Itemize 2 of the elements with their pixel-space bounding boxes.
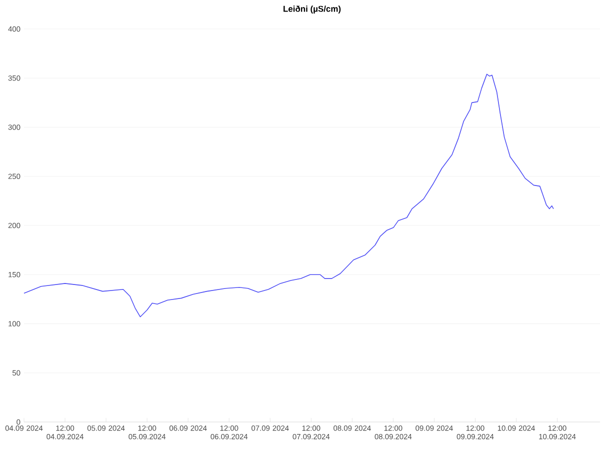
- line-series: [24, 74, 554, 318]
- chart-title: Leiðni (µS/cm): [284, 6, 341, 14]
